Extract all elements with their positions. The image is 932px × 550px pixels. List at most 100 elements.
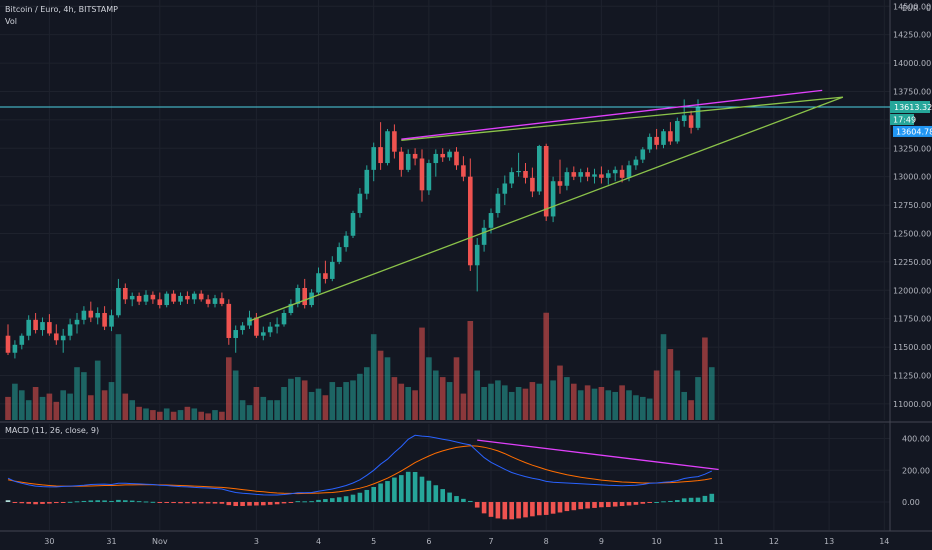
volume-bar [329,382,336,420]
macd-histogram-bar [123,500,128,502]
volume-bar [709,367,715,420]
macd-histogram-bar [164,502,169,503]
macd-histogram-bar [54,502,59,504]
time-axis-label: 8 [544,537,549,546]
volume-bar [619,385,625,420]
volume-bar [633,395,639,420]
volume-bar [564,377,570,420]
macd-histogram-bar [336,497,342,502]
volume-bar [515,387,522,420]
volume-bar [288,378,294,420]
candle-body [129,295,135,300]
volume-bar [598,387,605,420]
macd-histogram-bar [523,502,528,518]
macd-histogram-bar [95,500,100,502]
macd-histogram-bar [150,501,156,503]
volume-bar [239,400,246,420]
macd-histogram-bar [433,485,439,502]
candle-body [5,335,11,353]
candle-body [371,147,376,170]
volume-bar [198,411,204,420]
price-axis-label: 12000.00 [893,286,931,295]
candle-body [81,310,87,320]
candle-body [109,315,114,327]
candle-body [171,293,176,302]
time-axis-label: 3 [254,537,259,546]
macd-histogram-bar [74,501,80,503]
volume-bar [150,410,156,420]
volume-bar [12,383,18,420]
volume-bar [467,321,474,420]
volume-bar [53,401,60,420]
price-axis-label: 11750.00 [893,315,931,324]
candle-body [481,227,487,245]
candle-body [19,335,25,345]
macd-histogram-bar [219,502,225,504]
candle-body [433,153,439,164]
macd-histogram-bar [364,489,370,502]
volume-bar [536,383,543,420]
candle-body [316,273,321,293]
volume-bar [39,396,46,420]
candle-body [537,146,542,192]
candle-body [281,312,287,325]
candle-body [564,172,570,186]
candle-body [447,151,452,158]
time-axis-label: 7 [488,537,493,546]
candle-body [150,294,156,300]
price-axis-label: 13750.00 [893,87,931,96]
candle-body [647,136,652,150]
macd-histogram-bar [316,499,321,502]
candle-body [592,174,597,177]
macd-histogram-bar [67,501,73,503]
candle-body [254,317,259,336]
macd-histogram-bar [426,480,432,502]
macd-histogram-bar [675,500,680,502]
macd-histogram-bar [350,494,356,502]
volume-bar [577,390,584,420]
time-axis-label: 14 [879,537,889,546]
candle-body [295,288,301,304]
candle-body [102,312,107,327]
candle-body [143,294,149,302]
candle-body [599,174,604,178]
countdown-text: 17:49 [893,116,916,125]
volume-bar [5,396,11,420]
candle-body [12,344,18,353]
macd-histogram-bar [495,502,501,519]
volume-bar [136,406,142,420]
volume-legend: Vol [5,17,17,26]
candle-body [550,181,556,217]
macd-histogram-bar [599,502,604,508]
macd-histogram-bar [385,481,390,502]
other-price-text: 13604.78 [896,127,932,136]
candle-body [502,183,508,194]
macd-histogram-bar [509,502,514,520]
candle-body [516,170,521,173]
candle-body [640,149,646,160]
candle-body [543,146,549,217]
volume-bar [212,410,218,420]
macd-histogram-bar [695,497,701,502]
volume-bar [460,393,467,420]
candle-body [661,131,666,145]
candle-body [523,170,528,178]
volume-bar [60,390,66,420]
volume-bar [122,393,129,420]
macd-histogram-bar [178,502,183,504]
macd-histogram-bar [399,475,404,502]
volume-bar [336,387,342,420]
time-axis-label: 11 [714,537,724,546]
macd-histogram-bar [619,502,625,507]
candle-body [668,131,673,142]
candle-body [350,213,356,236]
volume-bar [584,385,591,420]
candle-body [219,298,225,304]
volume-bar [439,377,446,420]
candle-body [681,115,687,122]
currency-label: EUR [902,4,919,13]
macd-histogram-bar [330,498,335,502]
volume-bar [88,395,94,420]
volume-bar [502,385,508,420]
